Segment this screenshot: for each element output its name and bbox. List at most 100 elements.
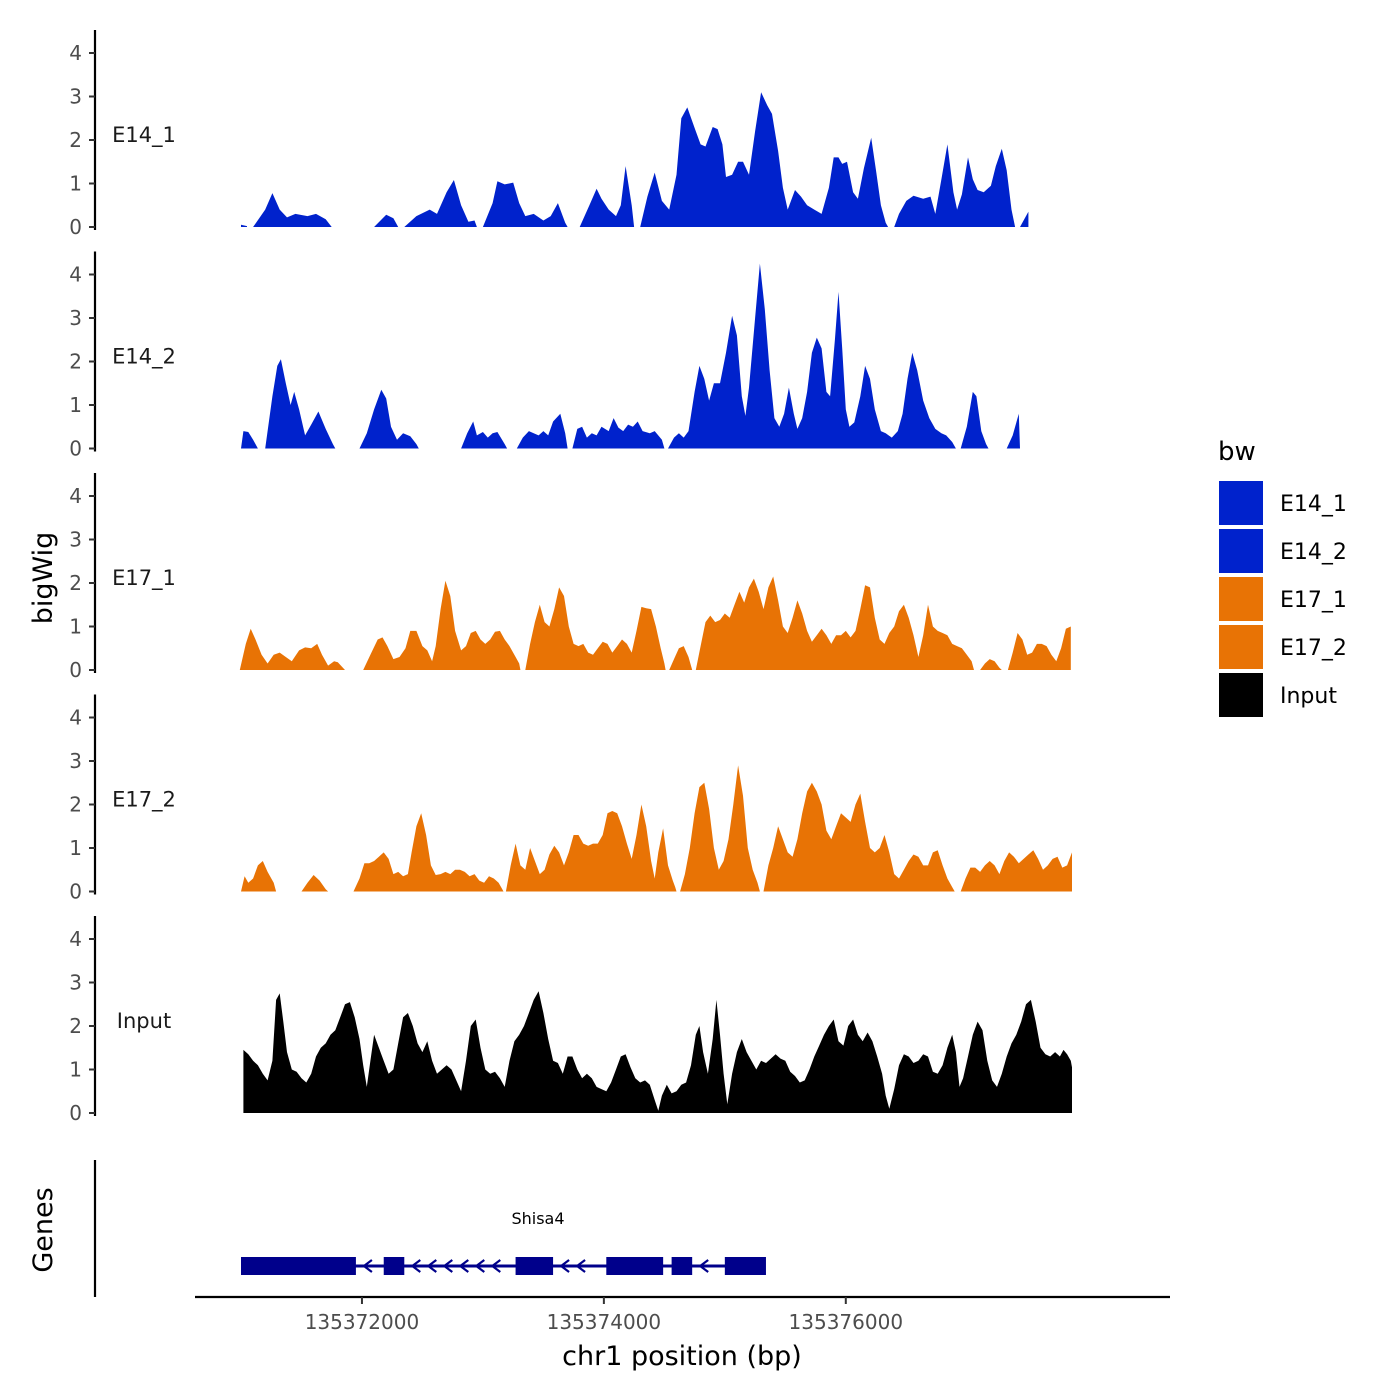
x-axis: 135372000 135374000 135376000	[195, 1295, 1170, 1334]
y-tick-label: 4	[69, 263, 82, 287]
coverage-area	[461, 421, 508, 449]
y-axis-title: bigWig	[28, 532, 59, 625]
y-tick-label: 0	[69, 437, 82, 461]
coverage-area	[695, 576, 974, 670]
coverage-area	[404, 180, 477, 227]
coverage-area	[640, 92, 889, 227]
strand-arrow	[442, 1259, 453, 1273]
genes-axis-title: Genes	[28, 1187, 59, 1272]
coverage-area	[680, 765, 760, 892]
legend-swatch	[1219, 529, 1263, 573]
coverage-area	[668, 263, 956, 449]
y-tick-label: 1	[69, 836, 82, 860]
coverage-area	[1006, 413, 1020, 449]
strand-arrow	[698, 1259, 709, 1273]
coverage-area	[241, 224, 247, 227]
y-tick-label: 2	[69, 571, 82, 595]
x-tick-label: 135372000	[305, 1310, 420, 1334]
y-tick-label: 2	[69, 350, 82, 374]
y-tick-label: 2	[69, 128, 82, 152]
y-tick-label: 0	[69, 658, 82, 682]
strand-arrow	[474, 1259, 485, 1273]
y-tick-label: 4	[69, 41, 82, 65]
coverage-area	[669, 646, 693, 670]
legend-label: E17_1	[1280, 588, 1347, 613]
coverage-area	[505, 804, 677, 892]
legend-label: E14_1	[1280, 492, 1347, 517]
y-tick-label: 2	[69, 793, 82, 817]
coverage-area	[374, 214, 399, 227]
legend-swatch	[1219, 481, 1263, 525]
strand-arrow	[362, 1259, 373, 1273]
legend-label: Input	[1280, 684, 1337, 709]
coverage-area	[960, 850, 1072, 892]
gene-exon	[724, 1257, 766, 1275]
coverage-area	[301, 875, 329, 892]
coverage-area	[572, 418, 665, 449]
y-tick-label: 1	[69, 615, 82, 639]
strand-arrow	[559, 1259, 570, 1273]
coverage-area	[1020, 211, 1029, 227]
y-tick-label: 2	[69, 1014, 82, 1038]
y-tick-label: 4	[69, 927, 82, 951]
legend-label: E17_2	[1280, 636, 1347, 661]
coverage-area	[525, 587, 666, 670]
coverage-area	[253, 193, 332, 227]
y-tick-label: 0	[69, 1101, 82, 1125]
y-tick-label: 3	[69, 85, 82, 109]
track-label: E17_2	[112, 788, 176, 813]
coverage-area	[482, 181, 568, 227]
strand-arrow	[575, 1259, 586, 1273]
gene-exon	[515, 1257, 554, 1275]
gene-name-label: Shisa4	[511, 1209, 564, 1228]
y-tick-label: 1	[69, 1058, 82, 1082]
track-e14-1: 0 1 2 3 4 E14_1	[69, 30, 1029, 239]
legend-swatch	[1219, 673, 1263, 717]
legend: bw E14_1 E14_2 E17_1 E17_2 Input	[1218, 437, 1347, 717]
coverage-area	[241, 861, 277, 892]
gene-exon	[241, 1257, 356, 1275]
y-tick-label: 3	[69, 971, 82, 995]
track-input: 0 1 2 3 4 Input	[69, 916, 1072, 1125]
y-tick-label: 4	[69, 484, 82, 508]
coverage-area	[579, 166, 635, 227]
gene-exon	[671, 1257, 693, 1275]
y-tick-label: 3	[69, 528, 82, 552]
y-tick-label: 0	[69, 215, 82, 239]
legend-title: bw	[1218, 437, 1256, 467]
strand-arrow	[458, 1259, 469, 1273]
y-tick-label: 0	[69, 880, 82, 904]
strand-arrow	[490, 1259, 501, 1273]
genes-panel: Shisa4	[93, 1160, 766, 1297]
y-tick-label: 1	[69, 172, 82, 196]
x-axis-title: chr1 position (bp)	[562, 1341, 802, 1372]
legend-swatch	[1219, 625, 1263, 669]
coverage-area	[1007, 626, 1071, 670]
x-tick-label: 135374000	[547, 1310, 662, 1334]
coverage-area	[243, 991, 1072, 1113]
track-label: Input	[117, 1009, 171, 1033]
coverage-area	[516, 413, 568, 449]
y-tick-label: 1	[69, 393, 82, 417]
tracks-layer: 0 1 2 3 4 E14_1 0 1 2 3 4 E14_2 0 1 2 3 4 E17_1 0 1 2 3 4 E17_2…	[69, 30, 1072, 1125]
track-label: E17_1	[112, 566, 176, 591]
legend-swatch	[1219, 577, 1263, 621]
coverage-area	[363, 580, 521, 670]
gene-exon	[383, 1257, 405, 1275]
coverage-area	[241, 431, 258, 449]
y-tick-label: 4	[69, 706, 82, 730]
coverage-area	[980, 659, 1002, 670]
legend-label: E14_2	[1280, 540, 1347, 565]
strand-arrow	[426, 1259, 437, 1273]
track-label: E14_1	[112, 123, 176, 148]
y-tick-label: 3	[69, 749, 82, 773]
coverage-area	[763, 782, 955, 892]
track-label: E14_2	[112, 345, 176, 370]
track-e14-2: 0 1 2 3 4 E14_2	[69, 251, 1020, 461]
coverage-area	[265, 359, 336, 449]
coverage-area	[359, 389, 419, 449]
track-e17-1: 0 1 2 3 4 E17_1	[69, 473, 1071, 682]
track-e17-2: 0 1 2 3 4 E17_2	[69, 694, 1072, 904]
y-tick-label: 3	[69, 306, 82, 330]
